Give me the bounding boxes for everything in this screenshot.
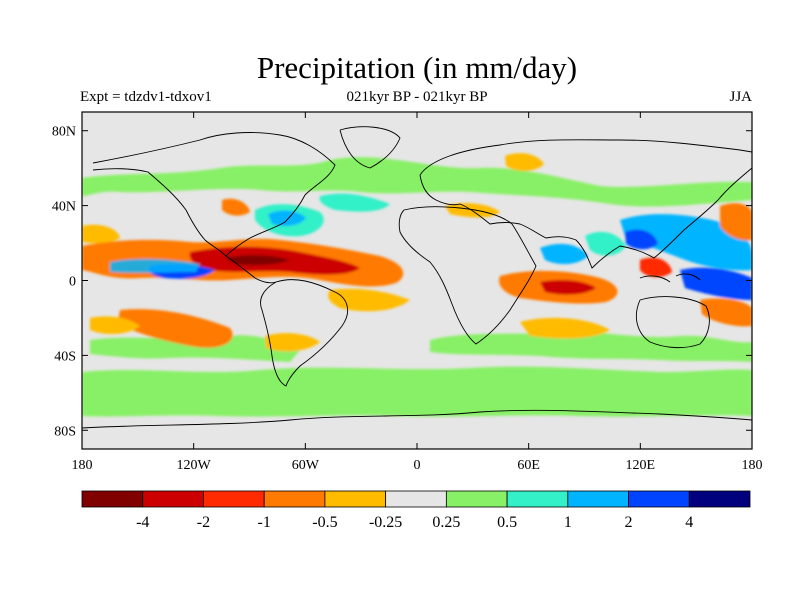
equatorial-wpac-positive [680, 267, 752, 300]
wpac-positive [620, 214, 752, 271]
sw-pacific-negative [700, 298, 752, 327]
wpac-strong-positive [625, 229, 658, 250]
nw-pacific-negative [720, 203, 752, 241]
lat-tick-label: 0 [69, 275, 76, 290]
colorbar-swatch [506, 490, 569, 508]
lon-tick-label: 60E [517, 458, 540, 473]
east-pacific-positive-ring [110, 258, 200, 273]
central-america-coast [225, 255, 277, 284]
lon-tick-label: 120W [177, 458, 212, 473]
colorbar: -4 -2 -1 -0.5 -0.25 0.25 0.5 1 2 4 [81, 490, 751, 531]
nh-positive-band [82, 157, 752, 207]
plot-title: Precipitation (in mm/day) [256, 50, 578, 85]
lon-tick-label: 120E [626, 458, 656, 473]
itcz-core [225, 255, 290, 266]
africa-coast [398, 206, 537, 345]
colorbar-swatch [688, 490, 751, 508]
indian-ocean-strong-negative [540, 280, 596, 295]
bay-of-bengal-positive [585, 231, 626, 256]
colorbar-swatch [263, 490, 326, 508]
gulf-positive [268, 210, 306, 226]
colorbar-label: 4 [685, 514, 693, 531]
lat-tick-label: 80S [54, 424, 76, 439]
colorbar-label: -0.25 [369, 514, 402, 531]
south-indian-negative [520, 317, 610, 339]
maritime-continent-negative [640, 257, 672, 278]
arabian-sea-positive [540, 243, 588, 265]
colorbar-label: -2 [197, 514, 210, 531]
colorbar-swatch [567, 490, 629, 508]
sh-positive-band [82, 366, 752, 417]
colorbar-label: -1 [258, 514, 271, 531]
colorbar-swatch [628, 490, 690, 508]
sh-atlantic-negative [265, 333, 320, 352]
south-indian-positive [430, 331, 752, 362]
south-pacific-negative-2 [90, 316, 140, 335]
north-atlantic-negative [505, 153, 544, 171]
lon-tick-label: 60W [292, 458, 320, 473]
nw-atlantic-negative [222, 198, 250, 216]
colorbar-label: 0.25 [432, 514, 460, 531]
colorbar-swatch [203, 490, 265, 508]
lat-tick-label: 80N [52, 125, 76, 140]
colorbar-label: 0.5 [497, 514, 517, 531]
colorbar-label: -4 [136, 514, 149, 531]
lat-tick-label: 40S [54, 349, 76, 364]
coastlines [82, 126, 752, 429]
colorbar-swatch [324, 490, 387, 508]
colorbar-label: 1 [564, 514, 572, 531]
indonesia-coast [639, 273, 701, 283]
colorbar-swatch [445, 490, 508, 508]
sh-mid-positive-band [90, 335, 300, 362]
sahara-negative [445, 203, 500, 218]
north-atlantic-positive [319, 193, 390, 212]
antarctica-coast [82, 409, 752, 429]
period-label: 021kyr BP - 021kyr BP [346, 89, 488, 105]
australia-coast [636, 296, 710, 349]
colorbar-swatch [385, 490, 447, 508]
lat-tick-label: 40N [52, 200, 76, 215]
experiment-label: Expt = tdzdv1-tdxov1 [80, 89, 212, 105]
axis-ticks: 80N 40N 0 40S 80S 180 120W 60W 0 60E 120E 180 [52, 112, 763, 473]
colorbar-label: -0.5 [312, 514, 337, 531]
colorbar-swatch [81, 490, 144, 508]
lon-tick-label: 180 [72, 458, 93, 473]
colorbar-swatch [142, 490, 204, 508]
lon-tick-label: 180 [742, 458, 763, 473]
south-america-coast [260, 279, 349, 387]
eurasia-coast [419, 139, 752, 269]
ne-pacific-negative [82, 224, 120, 244]
north-america-coast [92, 132, 336, 257]
lon-tick-label: 0 [414, 458, 421, 473]
colorbar-label: 2 [625, 514, 633, 531]
greenland-coast [339, 126, 401, 169]
south-pacific-negative [118, 309, 233, 348]
season-label: JJA [729, 89, 752, 105]
atlantic-south-negative [328, 288, 410, 312]
precip-anomaly-field [82, 153, 752, 417]
